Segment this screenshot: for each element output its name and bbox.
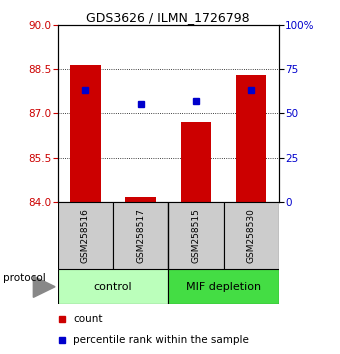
Text: percentile rank within the sample: percentile rank within the sample [73, 335, 249, 345]
Text: MIF depletion: MIF depletion [186, 282, 261, 292]
Bar [125, 198, 156, 202]
Bar [181, 122, 211, 202]
Bar [236, 75, 266, 202]
Text: GSM258517: GSM258517 [136, 208, 145, 263]
Text: GSM258530: GSM258530 [247, 208, 256, 263]
Text: protocol: protocol [3, 273, 46, 283]
Bar [70, 65, 101, 202]
Bar [168, 202, 224, 269]
Bar [113, 202, 168, 269]
Text: control: control [94, 282, 132, 292]
Text: GSM258515: GSM258515 [191, 208, 200, 263]
Polygon shape [33, 276, 55, 297]
Bar [58, 202, 113, 269]
Title: GDS3626 / ILMN_1726798: GDS3626 / ILMN_1726798 [86, 11, 250, 24]
Bar [58, 269, 168, 304]
Bar [168, 269, 279, 304]
Bar [224, 202, 279, 269]
Text: GSM258516: GSM258516 [81, 208, 90, 263]
Text: count: count [73, 314, 103, 324]
